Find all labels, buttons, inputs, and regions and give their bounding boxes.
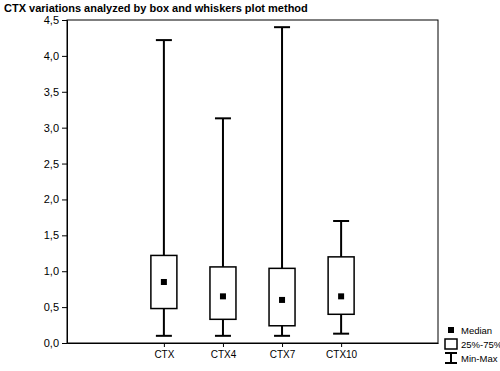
y-tick-mark	[62, 343, 67, 344]
whisker-cap-max	[333, 220, 349, 222]
plot-frame	[67, 20, 438, 343]
median-marker	[220, 293, 226, 299]
quartile-box	[210, 267, 236, 319]
box-plot	[210, 118, 236, 335]
legend-item: Min-Max	[445, 353, 498, 364]
chart-title: CTX variations analyzed by box and whisk…	[4, 2, 308, 14]
y-tick-label: 3,5	[44, 86, 59, 98]
y-tick-mark	[62, 92, 67, 93]
y-tick-label: 2,0	[44, 193, 59, 205]
x-tick: CTX4	[211, 343, 237, 360]
legend-item: Median	[448, 325, 492, 336]
y-tick: 4,0	[44, 50, 67, 62]
y-axis-line	[62, 21, 68, 344]
y-tick: 3,0	[44, 122, 67, 134]
y-tick-mark	[62, 56, 67, 57]
y-tick-mark	[62, 271, 67, 272]
y-tick-mark	[62, 199, 67, 200]
marks	[151, 27, 354, 336]
y-tick-label: 1,0	[44, 265, 59, 277]
x-tick-mark	[282, 343, 283, 347]
legend-label: Min-Max	[461, 353, 498, 364]
y-tick: 1,0	[44, 265, 67, 277]
legend-item: 25%-75%	[445, 339, 500, 350]
whisker-cap-min	[215, 335, 231, 337]
legend-symbol	[445, 352, 457, 354]
y-tick-mark	[62, 307, 67, 308]
y-tick: 3,5	[44, 86, 67, 98]
x-tick-label: CTX7	[270, 349, 296, 360]
y-tick: 0,5	[44, 301, 67, 313]
y-tick-mark	[62, 164, 67, 165]
legend: Median 25%-75% Min-Max	[445, 325, 500, 364]
y-tick: 4,5	[44, 14, 67, 26]
x-tick-label: CTX10	[326, 349, 358, 360]
x-tick-mark	[164, 343, 165, 347]
box-plot	[328, 221, 354, 334]
quartile-box	[151, 255, 177, 308]
whisker-cap-max	[215, 117, 231, 119]
x-tick: CTX7	[270, 343, 296, 360]
y-tick: 0,0	[44, 337, 67, 349]
whisker-cap-min	[333, 333, 349, 335]
x-axis-line	[68, 343, 439, 344]
y-tick-label: 4,0	[44, 50, 59, 62]
x-tick-mark	[223, 343, 224, 347]
y-axis: 0,0 0,5 1,0 1,5 2,0 2,5 3,0 3,5 4,0 4,5	[44, 14, 68, 349]
quartile-box	[328, 257, 354, 314]
legend-symbol	[448, 327, 454, 333]
y-tick-label: 3,0	[44, 122, 59, 134]
y-tick-label: 0,5	[44, 301, 59, 313]
x-tick-label: CTX4	[211, 349, 237, 360]
y-tick-mark	[62, 128, 67, 129]
legend-label: Median	[461, 325, 492, 336]
median-marker	[161, 279, 167, 285]
y-tick-mark	[62, 235, 67, 236]
y-tick-label: 2,5	[44, 158, 59, 170]
whisker-cap-min	[274, 335, 290, 337]
y-tick-label: 4,5	[44, 14, 59, 26]
median-marker	[279, 297, 285, 303]
x-tick: CTX	[154, 343, 174, 360]
x-tick: CTX10	[326, 343, 358, 360]
legend-symbol	[445, 339, 457, 349]
whisker-cap-min	[156, 335, 172, 337]
whisker-cap-max	[274, 26, 290, 28]
chart-container: CTX variations analyzed by box and whisk…	[0, 0, 500, 371]
y-tick: 1,5	[44, 229, 67, 241]
y-tick: 2,5	[44, 158, 67, 170]
box-plot	[151, 40, 177, 336]
y-tick-label: 1,5	[44, 229, 59, 241]
whisker-cap-max	[156, 39, 172, 41]
legend-label: 25%-75%	[461, 339, 500, 350]
x-tick-mark	[341, 343, 342, 347]
box-plot	[269, 27, 295, 336]
legend-symbol	[450, 353, 452, 363]
quartile-box	[269, 268, 295, 325]
y-tick-label: 0,0	[44, 337, 59, 349]
legend-symbol	[445, 362, 457, 364]
chart-svg: CTX variations analyzed by box and whisk…	[0, 0, 500, 371]
x-axis: CTX CTX4 CTX7 CTX10	[68, 343, 439, 360]
median-marker	[338, 293, 344, 299]
y-tick: 2,0	[44, 193, 67, 205]
y-tick-mark	[62, 20, 67, 21]
x-tick-label: CTX	[154, 349, 174, 360]
